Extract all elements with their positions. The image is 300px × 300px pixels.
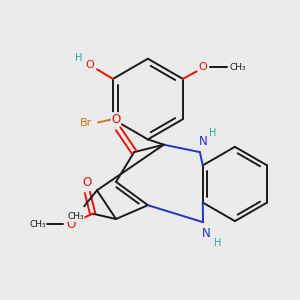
Text: H: H [209,128,216,138]
Text: N: N [199,135,208,148]
Text: H: H [75,52,83,63]
Text: Br: Br [80,118,92,128]
Text: N: N [202,227,211,240]
Text: O: O [111,113,121,126]
Text: CH₃: CH₃ [230,63,246,72]
Text: O: O [85,60,94,70]
Text: CH₃: CH₃ [68,212,84,221]
Text: O: O [67,218,76,231]
Text: O: O [199,62,207,72]
Text: O: O [83,176,92,189]
Text: CH₃: CH₃ [29,220,46,229]
Text: H: H [214,238,222,248]
